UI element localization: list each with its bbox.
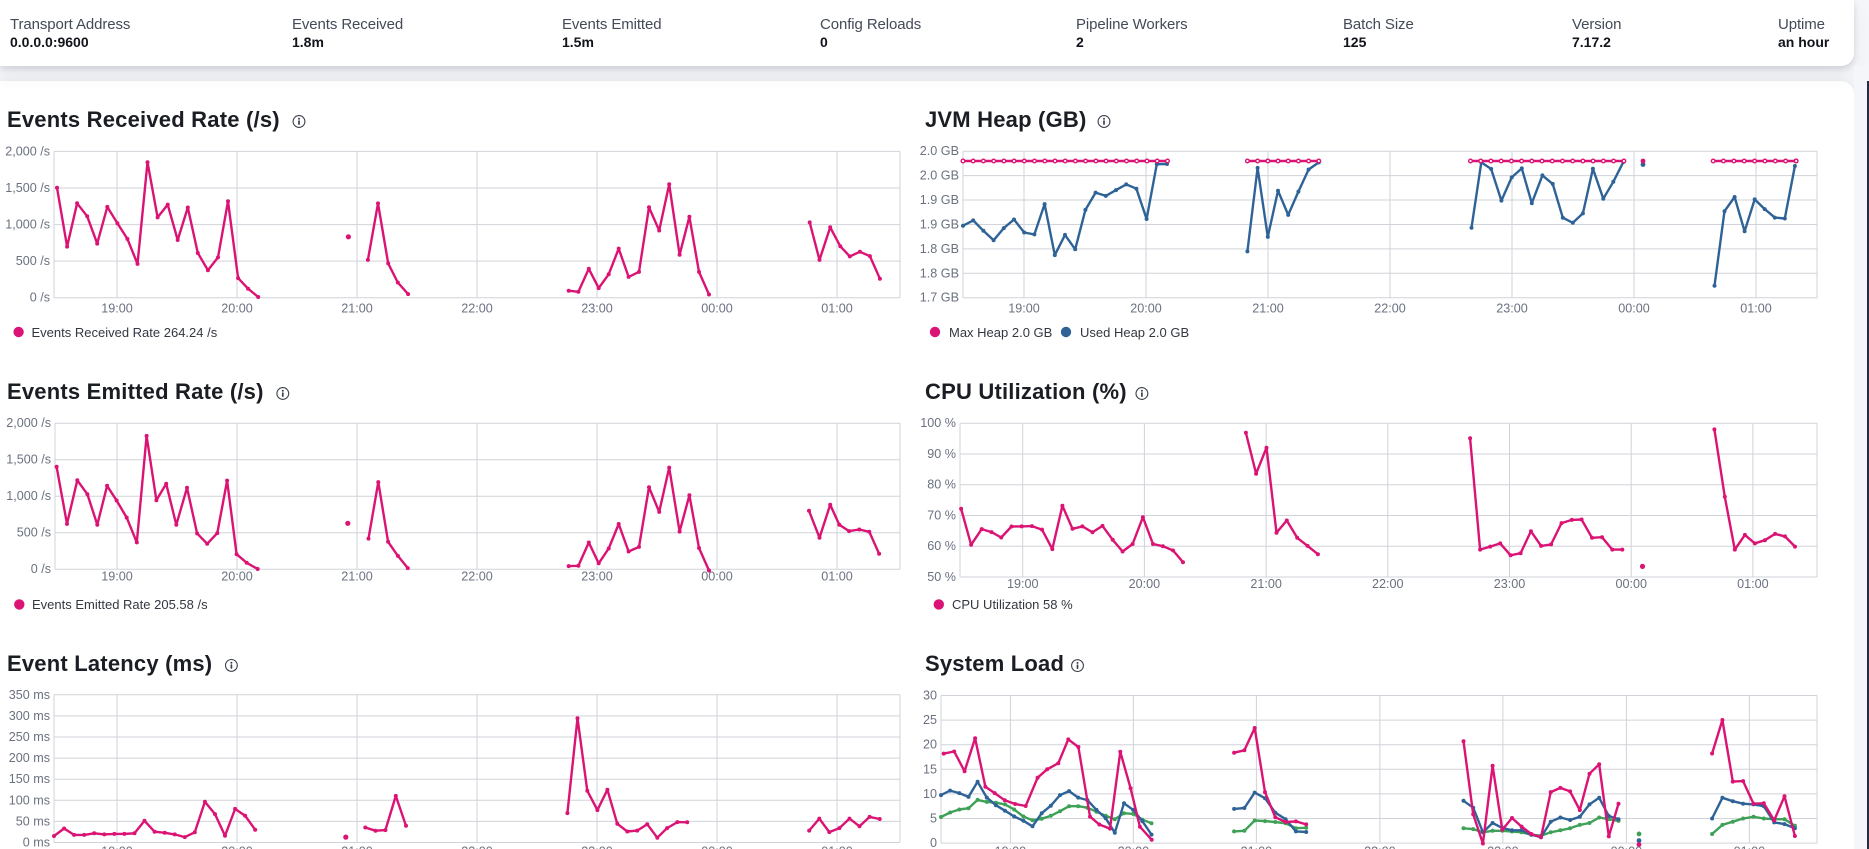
svg-text:19:00: 19:00 xyxy=(1007,577,1039,591)
svg-text:1,500 /s: 1,500 /s xyxy=(6,453,51,467)
svg-text:23:00: 23:00 xyxy=(581,570,613,584)
svg-text:00:00: 00:00 xyxy=(701,845,733,849)
svg-text:1,500 /s: 1,500 /s xyxy=(5,181,50,195)
svg-text:1.8 GB: 1.8 GB xyxy=(920,242,959,256)
svg-text:CPU Utilization (%): CPU Utilization (%) xyxy=(925,379,1127,404)
svg-text:21:00: 21:00 xyxy=(1252,302,1284,316)
svg-text:01:00: 01:00 xyxy=(1740,302,1772,316)
svg-text:60 %: 60 % xyxy=(927,539,956,553)
svg-text:90 %: 90 % xyxy=(927,447,956,461)
svg-text:0 ms: 0 ms xyxy=(23,836,50,849)
svg-text:100 %: 100 % xyxy=(920,416,956,430)
svg-text:00:00: 00:00 xyxy=(1618,302,1650,316)
svg-text:100 ms: 100 ms xyxy=(9,793,50,807)
svg-text:21:00: 21:00 xyxy=(341,570,373,584)
svg-text:500 /s: 500 /s xyxy=(17,526,51,540)
svg-text:Max Heap 2.0 GB: Max Heap 2.0 GB xyxy=(949,325,1052,340)
svg-text:1,000 /s: 1,000 /s xyxy=(6,489,51,503)
svg-text:5: 5 xyxy=(930,812,937,826)
svg-text:25: 25 xyxy=(923,713,937,727)
svg-text:1.9 GB: 1.9 GB xyxy=(920,218,959,232)
svg-text:20:00: 20:00 xyxy=(1129,577,1161,591)
svg-text:19:00: 19:00 xyxy=(101,302,133,316)
svg-text:20:00: 20:00 xyxy=(1130,302,1162,316)
svg-text:70 %: 70 % xyxy=(927,509,956,523)
svg-text:CPU Utilization 58 %: CPU Utilization 58 % xyxy=(952,597,1073,612)
svg-text:2,000 /s: 2,000 /s xyxy=(6,416,51,430)
svg-text:30: 30 xyxy=(923,689,937,703)
svg-text:Events Emitted Rate (/s): Events Emitted Rate (/s) xyxy=(7,379,264,404)
svg-text:01:00: 01:00 xyxy=(821,570,853,584)
svg-text:22:00: 22:00 xyxy=(461,302,493,316)
svg-text:21:00: 21:00 xyxy=(1250,577,1282,591)
svg-text:01:00: 01:00 xyxy=(1737,577,1769,591)
svg-text:01:00: 01:00 xyxy=(821,302,853,316)
svg-text:500 /s: 500 /s xyxy=(16,254,50,268)
svg-text:00:00: 00:00 xyxy=(701,570,733,584)
svg-text:21:00: 21:00 xyxy=(341,845,373,849)
svg-text:21:00: 21:00 xyxy=(341,302,373,316)
svg-text:0 /s: 0 /s xyxy=(31,562,51,576)
svg-text:19:00: 19:00 xyxy=(1008,302,1040,316)
svg-text:200 ms: 200 ms xyxy=(9,751,50,765)
svg-text:Events Received Rate (/s): Events Received Rate (/s) xyxy=(7,107,280,132)
svg-text:Event Latency (ms): Event Latency (ms) xyxy=(7,651,212,676)
svg-text:01:00: 01:00 xyxy=(821,845,853,849)
svg-text:1.8 GB: 1.8 GB xyxy=(920,266,959,280)
svg-text:1.7 GB: 1.7 GB xyxy=(920,291,959,305)
svg-text:19:00: 19:00 xyxy=(995,845,1027,849)
svg-text:1.9 GB: 1.9 GB xyxy=(920,193,959,207)
svg-text:300 ms: 300 ms xyxy=(9,709,50,723)
svg-text:23:00: 23:00 xyxy=(1487,845,1519,849)
svg-text:00:00: 00:00 xyxy=(1615,577,1647,591)
svg-text:350 ms: 350 ms xyxy=(9,688,50,702)
svg-text:19:00: 19:00 xyxy=(101,845,133,849)
svg-text:20:00: 20:00 xyxy=(1118,845,1150,849)
svg-text:1,000 /s: 1,000 /s xyxy=(5,218,50,232)
svg-text:150 ms: 150 ms xyxy=(9,772,50,786)
svg-text:2,000 /s: 2,000 /s xyxy=(5,144,50,158)
svg-text:Used Heap 2.0 GB: Used Heap 2.0 GB xyxy=(1080,325,1189,340)
svg-text:23:00: 23:00 xyxy=(1494,577,1526,591)
svg-text:JVM Heap (GB): JVM Heap (GB) xyxy=(925,107,1087,132)
svg-text:21:00: 21:00 xyxy=(1241,845,1273,849)
svg-text:22:00: 22:00 xyxy=(461,570,493,584)
svg-text:2.0 GB: 2.0 GB xyxy=(920,169,959,183)
svg-text:00:00: 00:00 xyxy=(701,302,733,316)
svg-text:System Load: System Load xyxy=(925,651,1064,676)
svg-text:22:00: 22:00 xyxy=(461,845,493,849)
svg-text:Events Received Rate 264.24 /s: Events Received Rate 264.24 /s xyxy=(32,325,218,340)
svg-text:0 /s: 0 /s xyxy=(30,291,50,305)
svg-text:10: 10 xyxy=(923,787,937,801)
svg-text:Events Emitted Rate 205.58 /s: Events Emitted Rate 205.58 /s xyxy=(32,597,208,612)
svg-text:19:00: 19:00 xyxy=(101,570,133,584)
svg-text:20:00: 20:00 xyxy=(221,845,253,849)
svg-text:80 %: 80 % xyxy=(927,478,956,492)
svg-text:22:00: 22:00 xyxy=(1374,302,1406,316)
svg-text:50 ms: 50 ms xyxy=(16,814,50,828)
svg-text:2.0 GB: 2.0 GB xyxy=(920,144,959,158)
svg-text:23:00: 23:00 xyxy=(581,302,613,316)
svg-text:23:00: 23:00 xyxy=(1496,302,1528,316)
svg-text:50 %: 50 % xyxy=(927,570,956,584)
svg-text:23:00: 23:00 xyxy=(581,845,613,849)
svg-text:01:00: 01:00 xyxy=(1734,845,1766,849)
svg-text:15: 15 xyxy=(923,762,937,776)
svg-text:22:00: 22:00 xyxy=(1364,845,1396,849)
svg-text:0: 0 xyxy=(930,836,937,849)
svg-text:00:00: 00:00 xyxy=(1611,845,1643,849)
svg-text:22:00: 22:00 xyxy=(1372,577,1404,591)
svg-text:20:00: 20:00 xyxy=(221,302,253,316)
svg-text:20: 20 xyxy=(923,738,937,752)
svg-text:20:00: 20:00 xyxy=(221,570,253,584)
svg-text:250 ms: 250 ms xyxy=(9,730,50,744)
